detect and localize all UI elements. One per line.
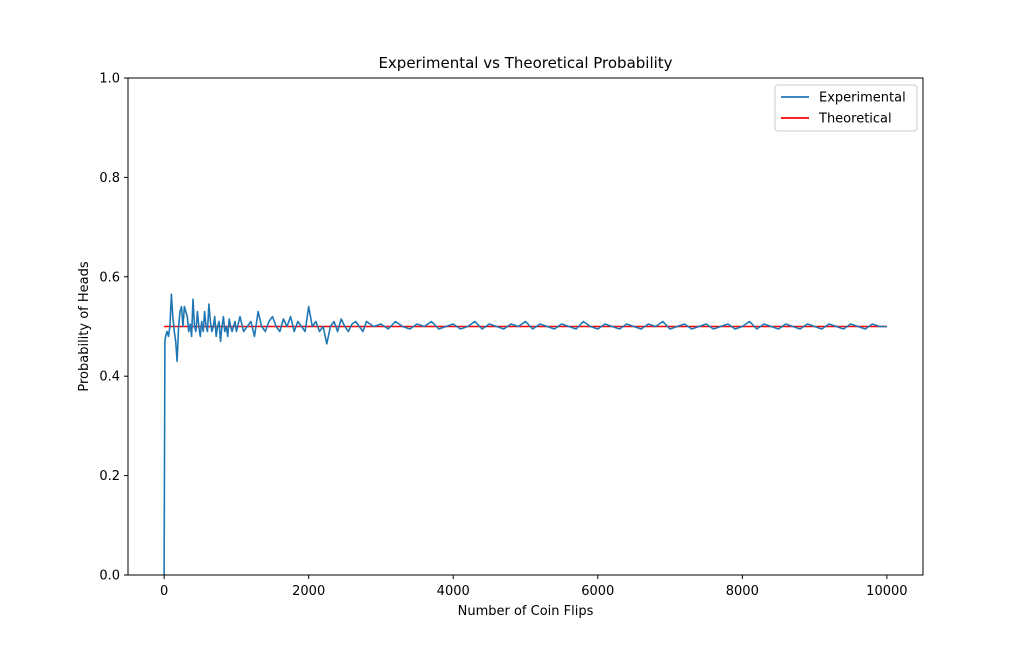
- x-tick-label: 10000: [866, 584, 907, 599]
- legend-entry: Experimental: [819, 91, 906, 106]
- y-tick-label: 0.4: [99, 370, 120, 385]
- plot-frame: [127, 77, 924, 576]
- y-tick-label: 0.2: [99, 469, 120, 484]
- y-axis-ticks: 0.0 0.2 0.4 0.6 0.8 1.0: [99, 72, 128, 584]
- x-tick-label: 2000: [292, 584, 325, 599]
- x-axis-label: Number of Coin Flips: [458, 604, 594, 619]
- y-axis-label: Probability of Heads: [77, 261, 92, 392]
- y-tick-label: 0.6: [99, 270, 120, 285]
- legend-box: [774, 84, 918, 132]
- y-tick-label: 1.0: [99, 72, 120, 87]
- y-tick-label: 0.8: [99, 171, 120, 186]
- legend-entry: Theoretical: [818, 112, 892, 127]
- x-axis-ticks: 0 2000 4000 6000 8000 10000: [160, 575, 908, 599]
- x-tick-label: 8000: [726, 584, 759, 599]
- series-layer: [163, 293, 887, 576]
- x-tick-label: 6000: [581, 584, 614, 599]
- y-tick-label: 0.0: [99, 569, 120, 584]
- x-tick-label: 0: [160, 584, 168, 599]
- series-line-experimental: [163, 293, 887, 576]
- chart-title: Experimental vs Theoretical Probability: [378, 54, 672, 72]
- x-tick-label: 4000: [437, 584, 470, 599]
- plot-area: [127, 77, 924, 576]
- legend: Experimental Theoretical: [774, 84, 918, 132]
